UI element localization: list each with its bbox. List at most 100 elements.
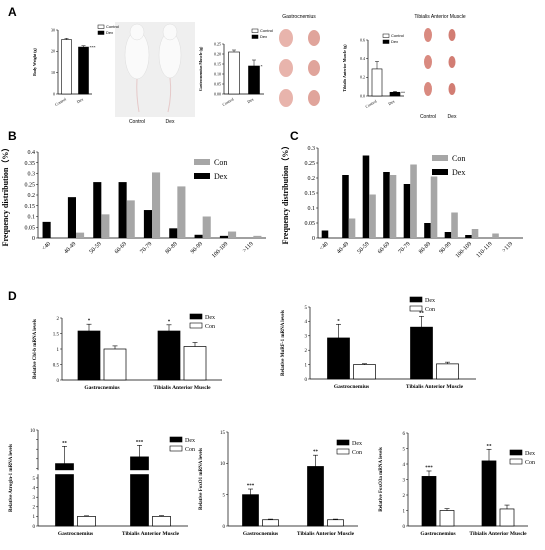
a-gastro-weight-significance: * (261, 64, 263, 69)
b-gastro-freq-y-tick-label: 0.3 (28, 172, 36, 178)
d-foxo1-y-tick-label: 10 (220, 462, 226, 467)
d-atrogin1-y-tick-label: 3 (33, 496, 36, 501)
a-ta-weight-bar-control (371, 68, 383, 97)
c-ta-freq-bar-dex (342, 175, 349, 238)
b-gastro-freq-x-tick-label: 40-49 (63, 241, 77, 255)
c-ta-freq-y-tick-label: 0.15 (305, 191, 316, 197)
d-cbl-b-legend-swatch (189, 313, 203, 320)
ta-label-control: Control (420, 114, 436, 120)
b-gastro-freq-y-tick-label: 0.35 (25, 161, 36, 167)
d-atrogin1-bar-con (152, 516, 171, 527)
d-atrogin1-y-tick-label: 10 (30, 429, 36, 434)
a-gastro-weight-legend-swatch (251, 34, 259, 39)
d-foxo1-y-tick-label: 15 (220, 431, 226, 436)
c-ta-freq-x-tick-label: 50-59 (357, 241, 371, 255)
d-foxo1-legend-swatch (336, 439, 350, 446)
d-foxo1-legend-swatch (336, 448, 350, 455)
ta-label-dex: Dex (448, 114, 457, 120)
d-foxo3a-y-tick-label: 5 (403, 447, 406, 452)
c-ta-freq-y-tick-label: 0.2 (308, 176, 316, 182)
c-ta-freq-x-tick-label: 40-49 (336, 241, 350, 255)
d-foxo3a-significance: ** (487, 444, 493, 449)
d-foxo3a-bar-con (439, 510, 455, 527)
b-gastro-freq-y-tick-label: 0.05 (25, 225, 36, 231)
d-cbl-b-y-tick-label: 0 (57, 379, 60, 384)
d-atrogin1-y-tick-label: 1 (33, 515, 36, 520)
c-ta-freq-y-tick-label: 0.1 (308, 206, 316, 212)
d-foxo1-legend-label: Con (352, 450, 362, 456)
a-body-weight-significance: *** (90, 45, 96, 50)
d-foxo3a-bar-dex (481, 460, 497, 527)
c-ta-freq-bar-con (451, 212, 458, 238)
b-gastro-freq-bar-con (228, 231, 237, 238)
d-murf1-bar-dex (410, 326, 433, 380)
a-gastro-weight-y-tick-label: 0.05 (214, 81, 221, 86)
d-atrogin1-bar-con (77, 516, 96, 527)
d-murf1-significance: * (337, 319, 340, 324)
d-foxo3a-legend-label: Dex (525, 451, 535, 457)
a-ta-weight-y-tick-label: 0.4 (360, 56, 365, 61)
a-body-weight-legend-label: Dex (106, 30, 113, 35)
b-gastro-freq-x-tick-label: 50-59 (89, 241, 103, 255)
ta-photo-title: Tibialis Anterior Muscle (414, 14, 465, 20)
a-body-weight-y-axis-label: Body Weight (g) (32, 47, 37, 75)
b-gastro-freq-legend-swatch (194, 173, 210, 179)
d-foxo1-x-tick-label: Gastrocnemius (243, 531, 278, 537)
a-gastro-weight-legend-swatch (251, 28, 259, 33)
c-ta-freq-bar-con (430, 176, 438, 238)
c-ta-freq-y-tick-label: 0.25 (305, 161, 316, 167)
d-cbl-b-y-tick-label: 0.5 (53, 363, 60, 368)
d-foxo3a-legend-label: Con (525, 460, 535, 466)
b-gastro-freq-y-axis-label: Frequency distribution（%） (0, 144, 10, 247)
a-gastro-weight-x-tick-label: Dex (246, 97, 254, 105)
b-gastro-freq-y-tick-label: 0 (32, 236, 35, 242)
d-foxo3a-x-tick-label: Tibialis Anterior Muscle (469, 531, 527, 537)
a-ta-weight-legend-swatch (382, 33, 390, 38)
a-ta-weight-y-tick-label: 0.2 (360, 75, 365, 80)
b-gastro-freq-legend-label: Dex (214, 172, 227, 181)
a-body-weight-bar-dex (78, 46, 89, 95)
c-ta-freq-x-tick-label: <40 (319, 241, 330, 252)
d-foxo1-bar-dex (242, 494, 259, 527)
d-atrogin1-y-axis-label: Relative Atrogin-1 mRNA levels (9, 444, 14, 512)
a-ta-weight-y-axis-label: Tibialis Anterior Muscle (g) (342, 44, 347, 92)
a-gastro-weight-bar-dex (248, 65, 260, 95)
c-ta-freq-bar-con (348, 218, 356, 238)
d-foxo3a-y-axis-label: Relative FoxO3a mRNA levels (379, 447, 384, 512)
a-gastro-weight-y-axis-label: Gastrocnemius Muscle (g) (198, 46, 203, 91)
c-ta-freq-x-tick-label: 90-99 (439, 241, 453, 255)
d-cbl-b-bar-con (183, 346, 207, 381)
d-foxo1-x-tick-label: Tibialis Anterior Muscle (297, 531, 355, 537)
a-gastro-weight-legend-label: Control (260, 28, 273, 33)
c-ta-freq-x-tick-label: 80-89 (418, 241, 432, 255)
d-atrogin1-axis-break (35, 470, 188, 475)
b-gastro-freq-bar-dex (219, 235, 228, 238)
a-ta-weight-x-tick-label: Control (364, 98, 378, 109)
a-ta-weight-y-tick-label: 0.0 (360, 93, 365, 98)
b-gastro-freq-x-tick-label: 80-89 (165, 241, 179, 255)
b-gastro-freq-bar-con (126, 200, 135, 238)
b-gastro-freq-x-tick-label: 60-69 (114, 241, 128, 255)
c-ta-freq-bar-con (471, 229, 479, 238)
b-gastro-freq-y-tick-label: 0.15 (25, 204, 36, 210)
c-ta-freq-legend-swatch (432, 155, 448, 161)
d-cbl-b-legend-swatch (189, 322, 203, 329)
b-gastro-freq-x-tick-label: 70-79 (139, 241, 153, 255)
d-foxo1-significance: ** (313, 450, 319, 455)
b-gastro-freq-x-tick-label: 90-99 (190, 241, 204, 255)
d-cbl-b-significance: * (168, 320, 171, 325)
a-gastro-weight-y-tick-label: 0.25 (214, 41, 221, 46)
d-murf1-x-tick-label: Tibialis Anterior Muscle (406, 384, 464, 390)
b-gastro-freq-bar-con (76, 232, 85, 238)
d-murf1-legend-label: Dex (425, 298, 435, 304)
d-murf1-bar-con (353, 364, 376, 380)
d-foxo1-y-tick-label: 5 (223, 493, 226, 498)
c-ta-freq-x-tick-label: 100-109 (455, 241, 473, 259)
a-gastro-weight-bar-control (228, 51, 240, 95)
a-body-weight-x-tick-label: Dex (76, 97, 84, 105)
c-ta-freq-bar-con (369, 194, 376, 238)
b-gastro-freq-legend-swatch (194, 159, 210, 165)
c-ta-freq-bar-dex (424, 223, 431, 238)
panel-letter-c: C (290, 129, 299, 143)
